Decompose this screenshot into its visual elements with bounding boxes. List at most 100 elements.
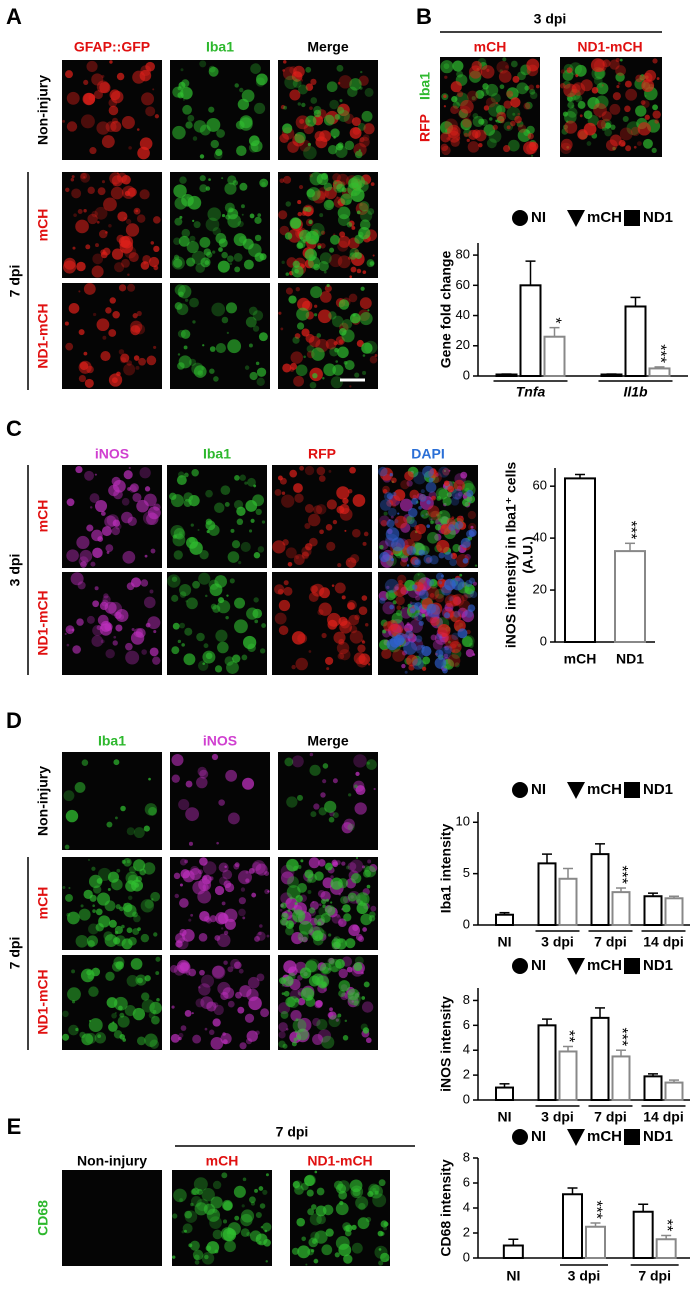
- signal: [172, 622, 180, 630]
- signal: [341, 822, 353, 834]
- signal: [238, 968, 244, 974]
- signal: [92, 904, 95, 908]
- signal: [436, 633, 443, 640]
- signal: [468, 500, 472, 504]
- signal: [120, 353, 130, 363]
- signal: [205, 652, 213, 660]
- signal: [198, 983, 211, 996]
- signal: [216, 129, 225, 138]
- y-tick-label: 4: [463, 1042, 470, 1057]
- signal: [616, 85, 620, 89]
- y-tick-label: 0: [463, 367, 470, 382]
- signal: [92, 312, 97, 317]
- signal: [173, 184, 187, 198]
- signal: [358, 309, 370, 322]
- signal: [212, 604, 221, 613]
- micrograph: [62, 857, 162, 950]
- signal: [372, 1187, 377, 1192]
- signal: [240, 887, 246, 892]
- bar: [611, 891, 631, 926]
- signal: [369, 355, 378, 364]
- signal: [348, 793, 352, 797]
- signal: [656, 77, 660, 80]
- signal: [423, 554, 433, 564]
- legend-marker: [512, 782, 528, 798]
- signal: [601, 126, 606, 131]
- signal: [308, 857, 320, 869]
- signal: [281, 992, 285, 996]
- signal: [312, 1033, 324, 1045]
- signal: [343, 361, 348, 365]
- signal: [462, 480, 474, 492]
- y-tick-label: 6: [463, 1174, 470, 1189]
- signal: [452, 544, 461, 553]
- signal: [453, 553, 456, 556]
- signal: [366, 759, 377, 770]
- signal: [326, 283, 330, 288]
- signal: [178, 531, 183, 535]
- signal: [99, 601, 109, 611]
- signal: [222, 869, 233, 880]
- signal: [289, 896, 293, 900]
- signal: [245, 500, 258, 512]
- signal: [248, 306, 258, 316]
- signal: [307, 1208, 315, 1216]
- signal: [310, 1249, 315, 1253]
- signal: [143, 493, 157, 507]
- micrograph: [560, 57, 662, 157]
- legend-label: NI: [531, 1128, 546, 1145]
- signal: [225, 769, 238, 782]
- signal: [259, 178, 269, 188]
- signal: [248, 996, 262, 1011]
- signal: [436, 496, 442, 501]
- signal: [363, 869, 371, 878]
- signal: [187, 195, 202, 210]
- signal: [277, 588, 284, 595]
- signal: [339, 99, 343, 103]
- signal: [360, 913, 372, 926]
- signal: [453, 610, 461, 618]
- signal: [329, 247, 335, 253]
- signal: [133, 827, 145, 839]
- signal: [448, 524, 456, 531]
- signal: [179, 176, 187, 184]
- signal: [457, 105, 472, 120]
- label: iNOS: [95, 446, 129, 462]
- signal: [418, 494, 427, 502]
- signal: [296, 1028, 309, 1041]
- signal: [304, 504, 314, 513]
- signal: [348, 176, 362, 191]
- signal: [243, 635, 257, 650]
- signal: [218, 862, 229, 873]
- signal: [207, 207, 222, 222]
- signal: [308, 907, 316, 914]
- signal: [337, 563, 342, 568]
- signal: [354, 251, 357, 255]
- signal: [182, 1223, 193, 1234]
- signal: [216, 841, 219, 845]
- signal: [297, 1245, 311, 1259]
- signal: [155, 956, 161, 962]
- signal: [357, 644, 366, 653]
- signal: [240, 1213, 253, 1227]
- signal: [422, 666, 427, 671]
- bar: [664, 897, 684, 926]
- signal: [470, 525, 474, 529]
- signal: [250, 518, 255, 523]
- signal: [192, 580, 200, 589]
- bar: [495, 1086, 514, 1101]
- signal: [380, 1252, 390, 1263]
- signal: [356, 210, 361, 215]
- signal: [434, 533, 442, 541]
- signal: [339, 507, 353, 521]
- signal: [222, 1199, 233, 1211]
- signal: [344, 529, 347, 532]
- signal: [339, 620, 352, 634]
- signal: [321, 172, 328, 180]
- signal: [214, 502, 225, 513]
- signal: [317, 245, 322, 250]
- signal: [113, 635, 117, 639]
- signal: [305, 543, 313, 551]
- signal: [460, 537, 471, 549]
- signal: [229, 262, 233, 266]
